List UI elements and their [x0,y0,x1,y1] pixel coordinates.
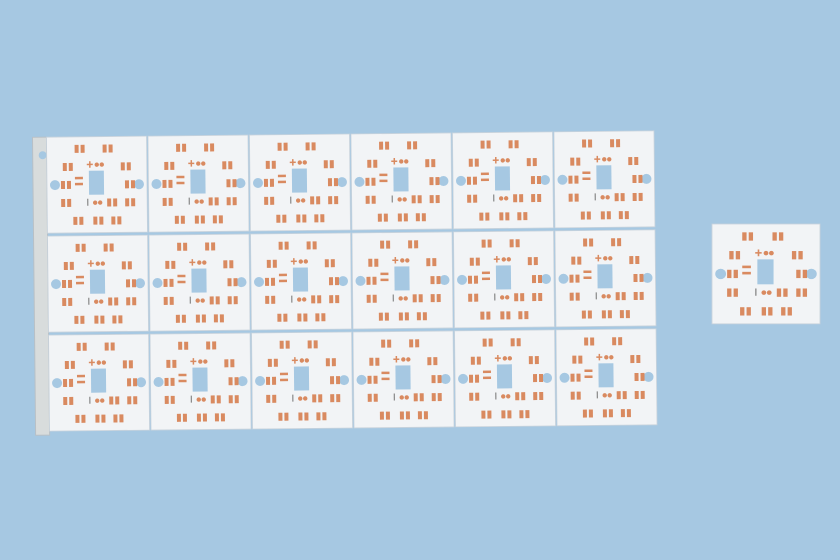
single-pcb [711,223,821,325]
panel-hole [38,151,47,160]
pcb-board [248,133,351,232]
pcb-board [251,331,354,430]
pcb-board [555,328,658,427]
pcb-board [149,332,252,431]
pcb-board [148,233,251,332]
pcb-panel [31,130,658,436]
pcb-board [250,232,353,331]
pcb-board [451,131,554,230]
pcb-board [147,134,250,233]
pcb-board [352,330,455,429]
pcb-board [351,231,454,330]
pcb-board [47,234,150,333]
pcb-board [553,130,656,229]
pcb-board [454,329,557,428]
pcb-board [48,333,151,432]
pcb-board [350,132,453,231]
pcb-board [554,229,657,328]
pcb-board [45,135,148,234]
pcb-board [453,230,556,329]
